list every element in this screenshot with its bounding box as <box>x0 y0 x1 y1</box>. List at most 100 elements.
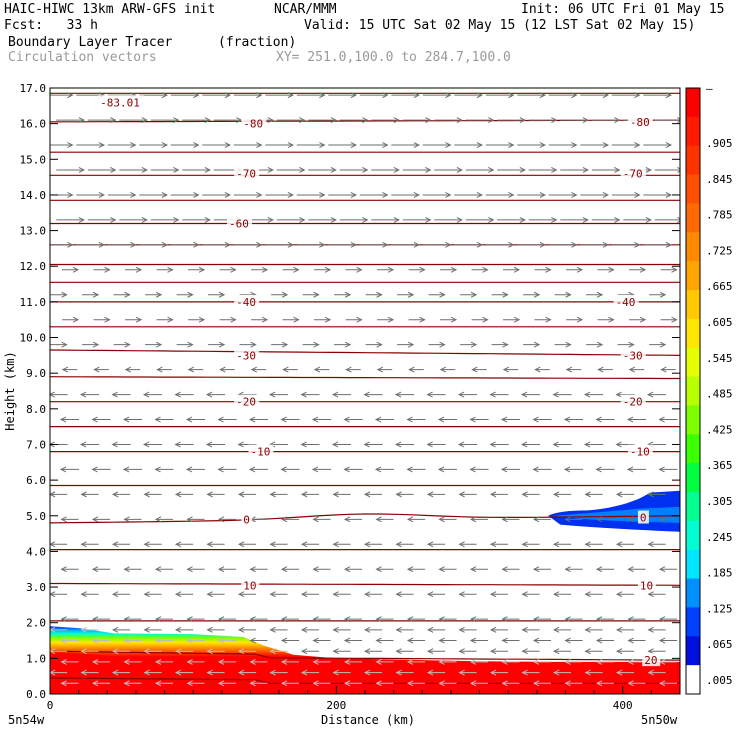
circulation-vector-head <box>142 441 150 448</box>
circulation-vector-head <box>237 648 245 655</box>
circulation-vector-head <box>521 491 528 498</box>
colorbar-swatch <box>686 578 700 608</box>
circulation-vector-head <box>344 291 352 298</box>
circulation-vector-head <box>456 216 463 223</box>
circulation-vector-head <box>111 626 119 633</box>
y-tick-label: 11.0 <box>20 296 47 309</box>
isotherm-label-bg <box>234 348 260 362</box>
circulation-vector-head <box>534 366 541 373</box>
circulation-vector-head <box>502 341 509 348</box>
circulation-vector-head <box>639 316 647 323</box>
circulation-vector-head <box>345 366 352 373</box>
circulation-vector-head <box>627 680 634 687</box>
isotherm-label: 20 <box>644 654 657 667</box>
circulation-vector-head <box>287 241 295 248</box>
circulation-vector-head <box>584 669 591 676</box>
circulation-vector-head <box>665 142 673 148</box>
circulation-vector-head <box>552 391 559 398</box>
circulation-vector-head <box>186 616 193 623</box>
isotherm-label-bg <box>241 578 260 592</box>
circulation-vector-head <box>80 491 87 498</box>
circulation-vector-head <box>217 637 225 644</box>
circulation-vector-head <box>78 167 85 173</box>
circulation-vector-head <box>312 616 319 623</box>
isotherm-label: -10 <box>630 446 650 459</box>
circulation-vector-head <box>627 658 634 665</box>
circulation-vector-head <box>395 591 402 598</box>
circulation-vector-head <box>539 191 547 198</box>
x-tick-label: 200 <box>326 699 346 712</box>
circulation-vector-head <box>167 316 174 323</box>
circulation-vector-head <box>217 466 224 473</box>
circulation-vector-head <box>332 591 339 598</box>
circulation-vector-head <box>406 466 413 473</box>
isotherm-label-bg <box>234 166 260 180</box>
circulation-vector-head <box>287 142 295 148</box>
circulation-vector-head <box>457 391 465 398</box>
circulation-vector-head <box>161 92 169 99</box>
circulation-vector-head <box>476 191 484 198</box>
circulation-vector-head <box>595 416 602 423</box>
colorbar-label: .665 <box>706 280 733 293</box>
circulation-vector-head <box>426 626 434 633</box>
circulation-vector-head <box>312 658 319 665</box>
circulation-vector-head <box>595 566 603 573</box>
circulation-vector-head <box>174 541 182 548</box>
circulation-vector-head <box>249 637 256 644</box>
circulation-vector-head <box>658 566 666 573</box>
circulation-vector-head <box>552 626 560 633</box>
circulation-vector-head <box>582 117 589 124</box>
circulation-vector-head <box>563 466 571 473</box>
circulation-vector-head <box>206 591 213 598</box>
circulation-vector-head <box>595 637 603 644</box>
circulation-vector-head <box>111 391 118 398</box>
circulation-vector-head <box>521 591 528 598</box>
circulation-vector-head <box>406 416 413 423</box>
circulation-vector-head <box>230 266 237 273</box>
circulation-vector-head <box>78 117 85 124</box>
circulation-vector-head <box>413 191 421 198</box>
circulation-vector-head <box>520 391 528 398</box>
colorbar-label: .365 <box>706 459 733 472</box>
circulation-vector-head <box>407 341 415 348</box>
circulation-vector-head <box>489 626 497 633</box>
circulation-vector-head <box>250 366 258 373</box>
circulation-vector-head <box>72 266 80 273</box>
circulation-vector-head <box>311 466 319 473</box>
circulation-vector-head <box>602 241 610 248</box>
circulation-vector-head <box>596 341 604 348</box>
isotherm-label: -30 <box>623 349 643 362</box>
circulation-vector-head <box>469 466 476 473</box>
circulation-vector-head <box>659 291 667 298</box>
circulation-vector-head <box>267 117 274 124</box>
circulation-vector-head <box>313 291 320 298</box>
circulation-vector-head <box>206 669 213 676</box>
circulation-vector-head <box>513 266 521 273</box>
circulation-vector-head <box>450 316 458 323</box>
circulation-vector-head <box>382 92 389 99</box>
circulation-vector-head <box>331 391 339 398</box>
circulation-vector-head <box>382 241 389 248</box>
circulation-vector-head <box>256 142 263 148</box>
circulation-vector-head <box>476 241 484 248</box>
circulation-vector-head <box>602 92 610 99</box>
circulation-vector-head <box>141 167 148 173</box>
colorbar-swatch <box>686 116 700 147</box>
circulation-vector-head <box>312 637 319 644</box>
isotherm-label: -40 <box>236 296 256 309</box>
colorbar-label: .125 <box>706 602 733 615</box>
circulation-vector-head <box>141 117 148 124</box>
circulation-vector-head <box>280 566 288 573</box>
colorbar-swatch <box>686 203 700 233</box>
circulation-vector-head <box>111 491 119 498</box>
circulation-vector-head <box>237 491 245 498</box>
circulation-vector-head <box>614 167 621 173</box>
y-tick-label: 10.0 <box>20 332 47 345</box>
circulation-vector-head <box>237 626 245 633</box>
circulation-vector-head <box>615 491 623 498</box>
circulation-vector-head <box>122 466 130 473</box>
circulation-vector-head <box>204 216 211 223</box>
circulation-vector-head <box>614 117 621 124</box>
circulation-vector-head <box>217 416 224 423</box>
circulation-vector-head <box>186 637 193 644</box>
